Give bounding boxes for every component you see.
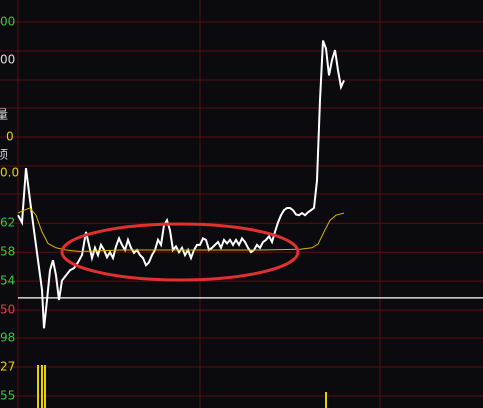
y-tick-label: 54	[0, 274, 15, 288]
axis-label: 顷	[0, 148, 8, 162]
axis-label: 0.0	[0, 166, 19, 180]
axis-label: 00	[0, 53, 15, 67]
axis-label: 55	[0, 389, 15, 403]
axis-label: 0	[6, 130, 14, 144]
axis-label: 00	[0, 15, 15, 29]
highlight-ellipse	[60, 222, 300, 282]
price-line	[17, 40, 345, 329]
y-tick-label: 58	[0, 245, 15, 259]
left-labels: 00 00 量 0 顷 0.0 98 27 55	[0, 15, 19, 403]
axis-label: 27	[0, 360, 15, 374]
price-line	[17, 207, 345, 253]
axis-label: 量	[0, 108, 8, 122]
y-tick-label: 50	[0, 303, 15, 317]
y-tick-label: 62	[0, 216, 15, 230]
axis-label: 98	[0, 331, 15, 345]
